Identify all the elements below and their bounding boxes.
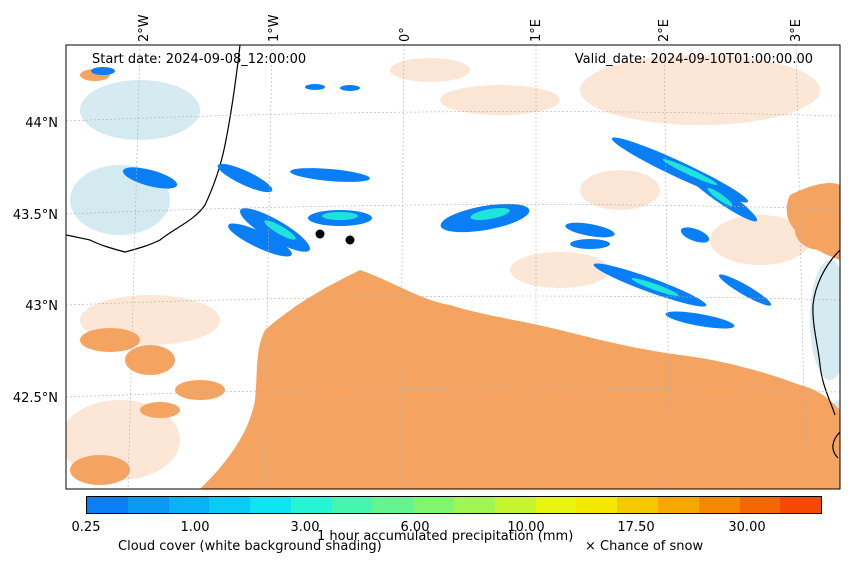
gridlines [66,45,840,489]
colorbar-segment [454,497,495,513]
colorbar-segment [127,497,169,513]
lon-tick-label: 1°W [267,14,282,42]
colorbar-segment [535,497,577,513]
lon-tick-label: 3°E [789,19,804,42]
lat-tick-label: 44°N [25,116,58,131]
lon-tick-label: 2°E [657,19,672,42]
colorbar-segment [209,497,251,513]
colorbar-tick-label: 10.00 [507,520,545,535]
valid-date-label: Valid_date: 2024-09-10T01:00:00.00 [574,52,813,67]
lon-tick-label: 2°W [137,14,152,42]
colorbar-tick-label: 17.50 [617,520,655,535]
lat-tick-labels: 44°N 43.5°N 43°N 42.5°N [13,116,58,406]
lon-tick-label: 0° [398,27,413,42]
colorbar-segment [290,497,332,513]
colorbar-segment [617,497,658,513]
lat-tick-label: 43.5°N [13,208,58,223]
colorbar-tick-label: 6.00 [400,520,430,535]
coastline-west [66,45,241,253]
colorbar-tick-label: 30.00 [728,520,766,535]
colorbar-segment [494,497,536,513]
lat-tick-label: 42.5°N [13,391,58,406]
dry-land-area [200,270,840,489]
colorbar-segment [698,497,740,513]
colorbar-segment [657,497,699,513]
city-marker [315,229,325,239]
colorbar-segment [331,497,373,513]
colorbar-tick-label: 1.00 [180,520,210,535]
snow-legend: × Chance of snow [585,539,704,554]
lon-tick-labels: 2°W 1°W 0° 1°E 2°E 3°E [137,14,804,42]
colorbar-segment [576,497,618,513]
colorbar-segment [87,497,128,513]
colorbar-segment [250,497,291,513]
dry-land-west-patches [70,69,840,489]
lon-tick-label: 1°E [529,19,544,42]
start-date-label: Start date: 2024-09-08_12:00:00 [92,52,307,67]
city-marker [345,235,355,245]
colorbar-segment [739,497,781,513]
map-frame [65,44,841,490]
colorbar-segment [780,497,822,513]
colorbar-tick-label: 3.00 [290,520,320,535]
colorbar-title: 1 hour accumulated precipitation (mm) [317,529,574,544]
precipitation-colorbar [86,496,822,514]
colorbar-segment [372,497,414,513]
lat-tick-label: 43°N [25,299,58,314]
precipitation-bands [91,67,772,329]
cloud-cover-legend: Cloud cover (white background shading) [118,539,382,554]
colorbar-tick-label: 0.25 [71,520,101,535]
colorbar-segment [168,497,210,513]
coastline-east-south [832,431,840,459]
colorbar-segment [413,497,455,513]
